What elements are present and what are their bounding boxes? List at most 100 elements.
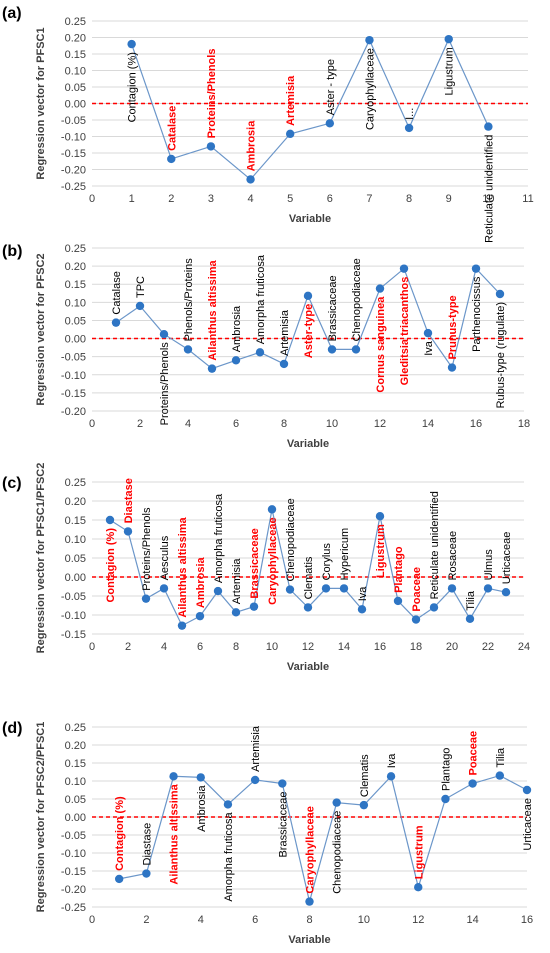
y-tick-label: -0.10 xyxy=(61,610,86,622)
data-point xyxy=(167,154,176,164)
x-tick-label: 0 xyxy=(89,641,95,653)
data-label: Amorpha fruticosa xyxy=(223,812,235,902)
series-line xyxy=(119,774,528,902)
y-tick-label: -0.25 xyxy=(61,902,86,914)
data-label: Chenopodiaceae xyxy=(332,811,344,894)
x-tick-label: 18 xyxy=(518,418,530,430)
data-label: Catalase xyxy=(166,106,178,151)
data-point xyxy=(522,785,532,795)
x-tick-label: 20 xyxy=(446,641,458,653)
x-axis-label: Variable xyxy=(289,213,331,225)
data-label: Clematis xyxy=(359,754,371,797)
x-tick-label: 2 xyxy=(125,641,131,653)
data-label: Reticulate unidentified xyxy=(429,491,441,599)
data-label: Ligustrum xyxy=(413,825,425,879)
data-label: Parthenocissus xyxy=(471,276,483,352)
data-point xyxy=(484,122,493,131)
y-tick-label: 0.20 xyxy=(65,740,86,752)
data-point xyxy=(249,602,259,611)
data-point xyxy=(159,584,169,593)
y-axis-label: Regression vector for PFSC2 xyxy=(35,253,47,405)
y-tick-label: -0.05 xyxy=(61,352,86,364)
data-label: Brassicaceae xyxy=(327,275,339,341)
y-tick-label: 0.25 xyxy=(65,243,86,255)
x-tick-label: 12 xyxy=(302,641,314,653)
data-label: Aster - type xyxy=(325,59,337,115)
data-label: Ambrosia xyxy=(195,556,207,608)
data-point xyxy=(105,515,115,525)
data-point xyxy=(159,330,169,339)
x-tick-label: 7 xyxy=(366,193,372,205)
data-label: Reticulate unidentified xyxy=(483,135,495,243)
y-tick-label: -0.05 xyxy=(61,591,86,603)
y-tick-label: 0.00 xyxy=(65,572,86,584)
data-point xyxy=(351,345,361,354)
panel-label: (d) xyxy=(2,720,22,737)
data-label: Phenols/Proteins xyxy=(183,258,195,342)
data-point xyxy=(495,289,505,299)
data-label: Ligustrum xyxy=(375,524,387,578)
y-tick-label: 0.15 xyxy=(65,758,86,770)
data-label: Ailanthus altissima xyxy=(169,783,181,884)
data-point xyxy=(483,584,493,593)
x-tick-label: 16 xyxy=(470,418,482,430)
data-label: Ambrosia xyxy=(196,785,208,832)
x-tick-label: 4 xyxy=(198,914,204,926)
y-tick-label: 0.00 xyxy=(65,812,86,824)
data-point xyxy=(447,363,457,372)
data-point xyxy=(393,596,403,606)
data-label: Ambrosia xyxy=(246,120,258,172)
x-tick-label: 6 xyxy=(327,193,333,205)
y-tick-label: 0.00 xyxy=(65,334,86,346)
x-tick-label: 11 xyxy=(522,193,533,205)
data-point xyxy=(183,345,193,354)
y-tick-label: 0.05 xyxy=(65,553,86,565)
data-point xyxy=(111,318,121,327)
data-label: Caryophyllaceae xyxy=(267,517,279,604)
data-point xyxy=(278,779,287,788)
data-label: Chenopodiaceae xyxy=(351,258,363,341)
data-label: Prunus-type xyxy=(447,295,459,359)
data-label: Ligustrum xyxy=(444,47,456,95)
data-label: Plantago xyxy=(440,748,452,791)
data-label: Corylus xyxy=(321,543,333,581)
data-label: Tilia xyxy=(465,590,477,611)
data-label: Diastase xyxy=(141,823,153,866)
data-label: Amorpha fruticosa xyxy=(213,493,225,583)
data-point xyxy=(246,175,255,184)
x-axis-label: Variable xyxy=(287,661,329,673)
panel-label: (b) xyxy=(2,243,22,260)
x-axis-label: Variable xyxy=(288,934,330,946)
data-point xyxy=(213,586,223,596)
y-tick-label: 0.10 xyxy=(65,776,86,788)
data-point xyxy=(279,359,289,369)
data-label: Ulmus xyxy=(483,549,495,581)
x-tick-label: 8 xyxy=(306,914,312,926)
data-point xyxy=(414,883,423,892)
x-tick-label: 16 xyxy=(374,641,386,653)
y-tick-label: -0.25 xyxy=(61,181,86,193)
x-tick-label: 5 xyxy=(287,193,293,205)
data-label: Tilia xyxy=(495,747,507,768)
y-tick-label: 0.10 xyxy=(65,534,86,546)
data-point xyxy=(359,800,369,810)
data-label: Clematis xyxy=(303,556,315,599)
data-point xyxy=(285,585,295,594)
data-point xyxy=(332,798,341,807)
data-point xyxy=(141,594,151,603)
data-point xyxy=(429,603,439,612)
data-label: Aesculus xyxy=(159,535,171,580)
y-axis-label: Regression vector for PFSC2/PFSC1 xyxy=(35,722,47,913)
data-label: Contagion (%) xyxy=(105,528,117,603)
data-label: Proteins/Phenols xyxy=(206,49,218,139)
data-point xyxy=(375,512,385,521)
data-label: Contagion (%) xyxy=(127,52,139,122)
data-point xyxy=(441,794,450,804)
data-point xyxy=(468,779,477,788)
data-label: Gleditsia triacanthos xyxy=(399,277,411,386)
data-point xyxy=(501,588,511,597)
data-label: Caryophyllaceae xyxy=(305,806,317,893)
x-tick-label: 14 xyxy=(338,641,350,653)
data-label: Proteins/Phenols xyxy=(159,342,171,426)
data-point xyxy=(404,123,414,133)
